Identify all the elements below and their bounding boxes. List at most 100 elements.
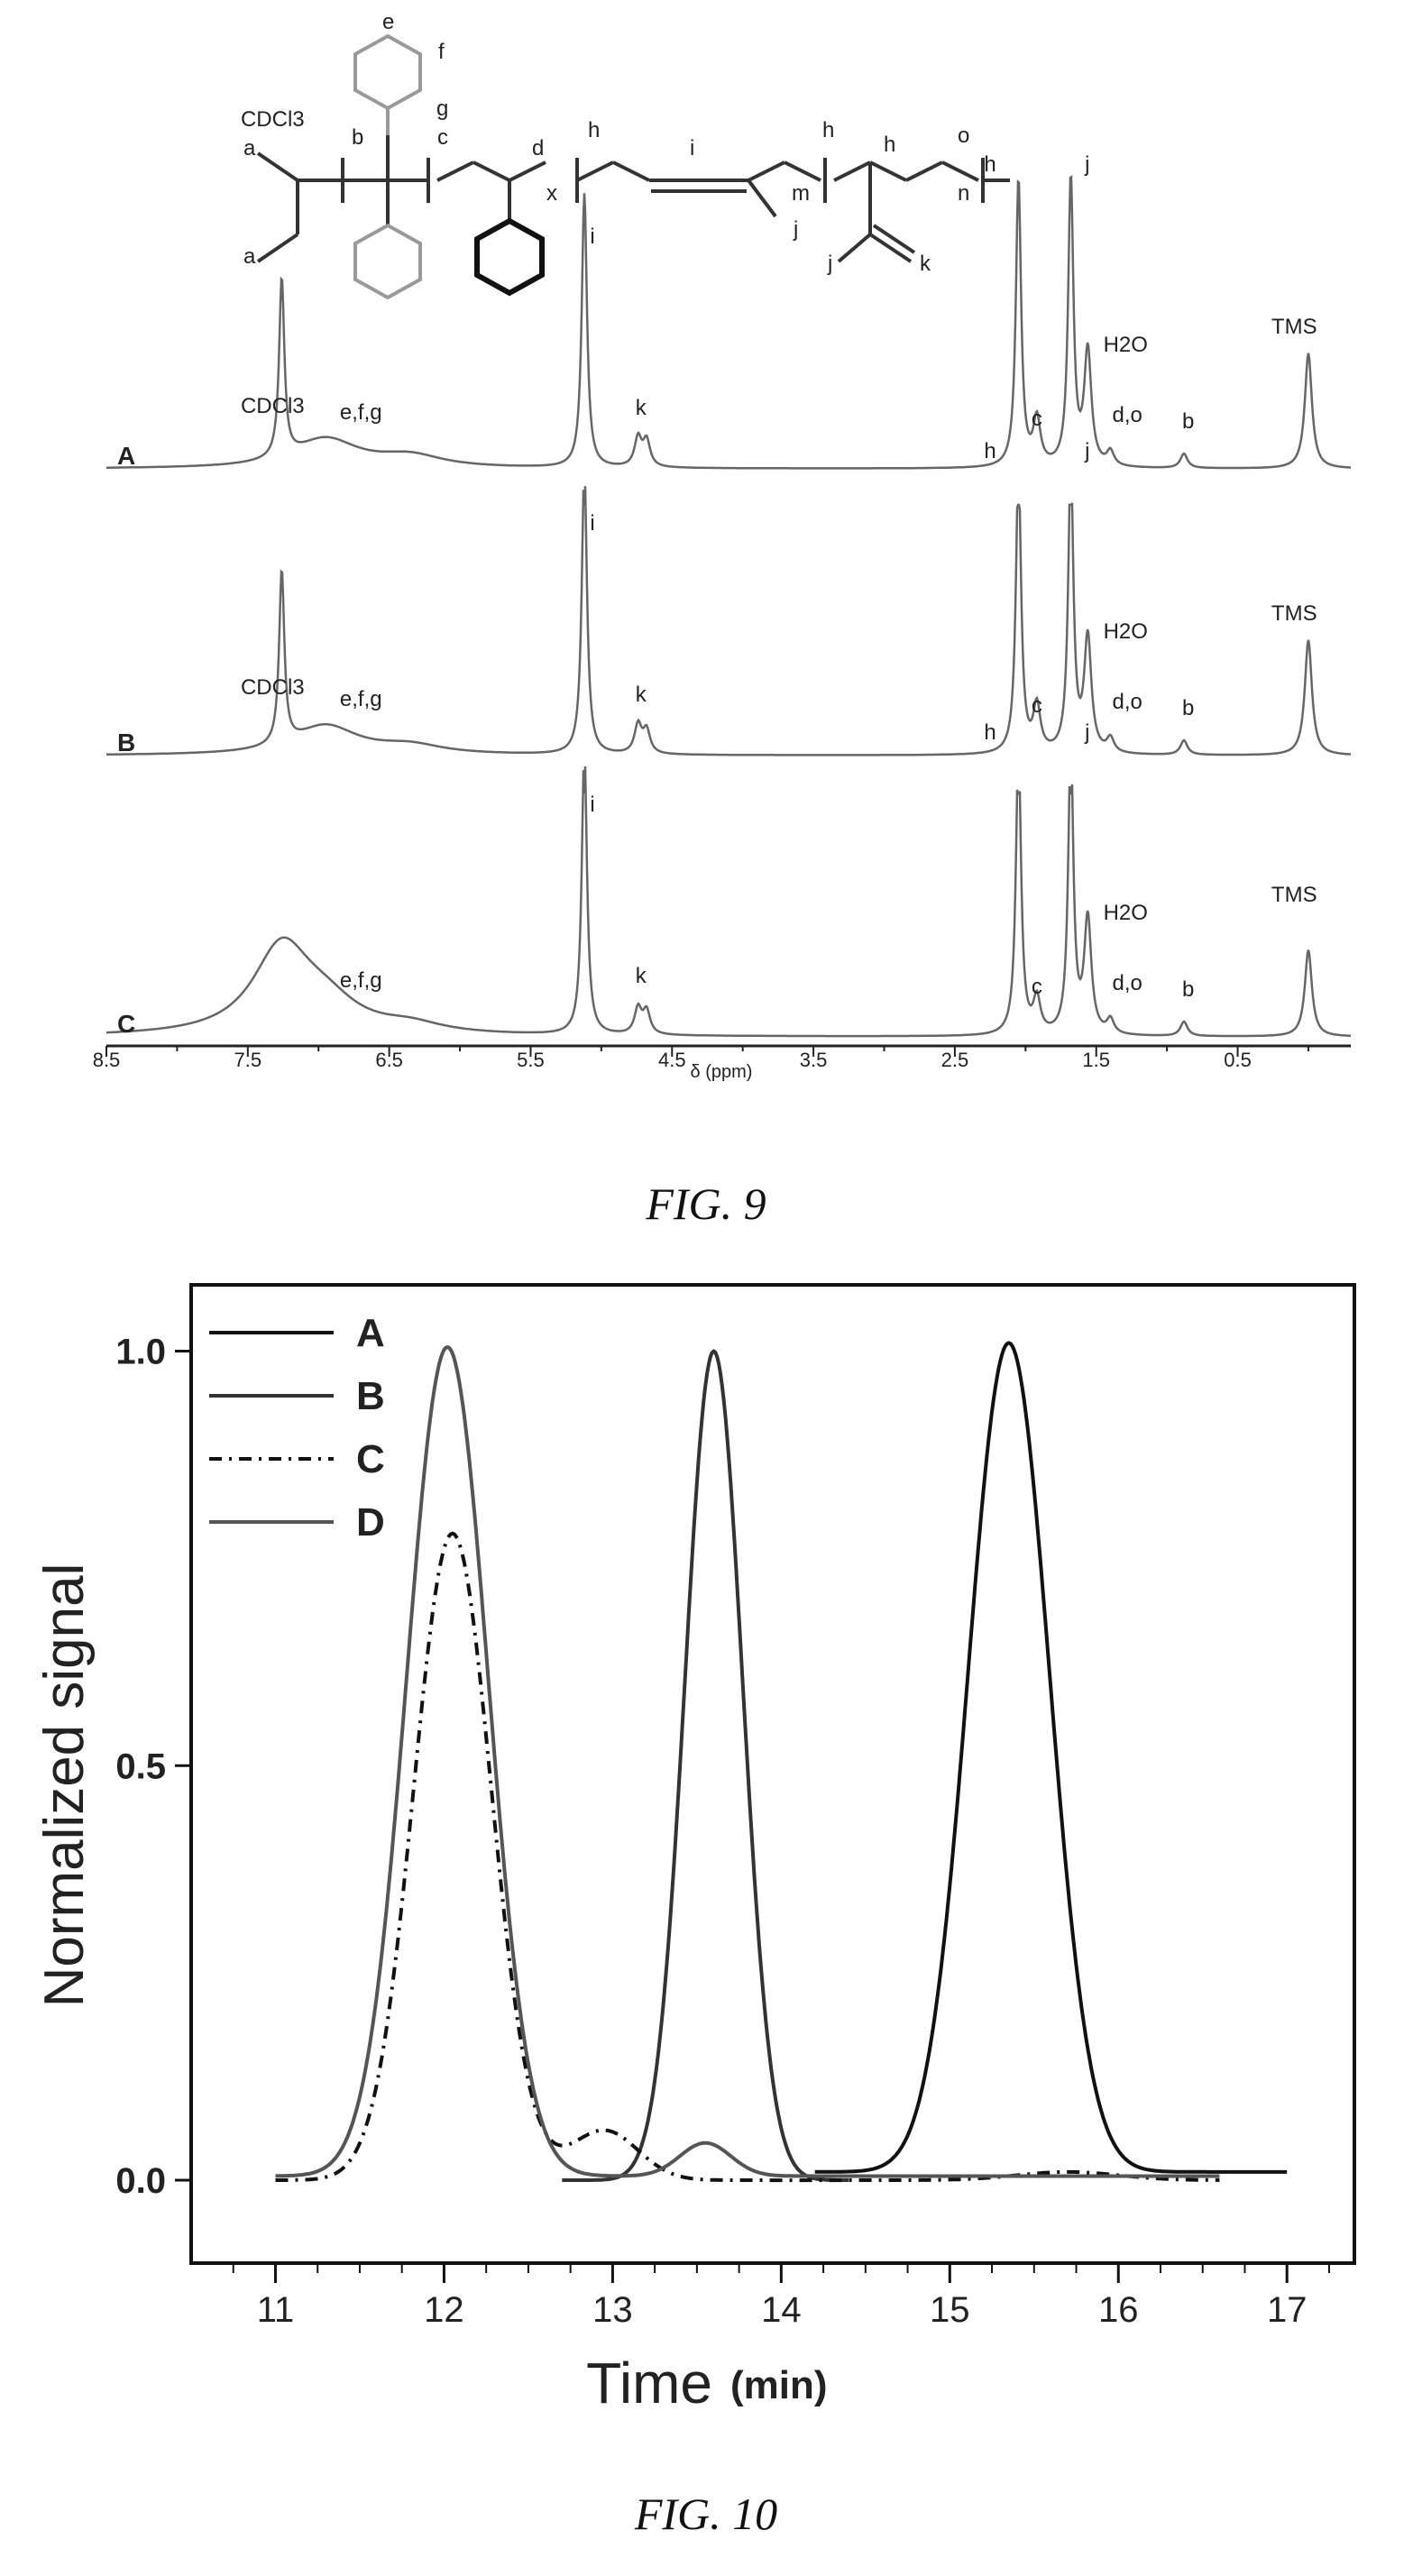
gpc-legend-label: C: [356, 1437, 385, 1481]
nmr-tick-label: 0.5: [1224, 1049, 1252, 1071]
structure-labels: a a b c d e f g h h h i j j k o x m n: [243, 10, 969, 276]
nmr-tick-label: 7.5: [234, 1049, 262, 1071]
nmr-peak-label: k: [636, 683, 647, 707]
nmr-peak-label: H2O: [1104, 901, 1148, 925]
nmr-tick-label: 1.5: [1082, 1049, 1110, 1071]
structure-label: m: [792, 181, 810, 206]
nmr-peak-label: k: [636, 964, 647, 988]
nmr-peak-label: h: [984, 439, 996, 463]
gpc-x-tick-label: 17: [1267, 2290, 1307, 2330]
gpc-y-tick-label: 0.0: [115, 2161, 166, 2201]
gpc-plot-frame: [189, 1283, 1356, 2265]
structure-label: a: [243, 244, 256, 269]
nmr-x-axis-label: δ (ppm): [691, 1062, 753, 1082]
gpc-x-tick-label: 15: [930, 2290, 970, 2330]
nmr-tick-label: 2.5: [941, 1049, 969, 1071]
nmr-series-label: C: [117, 1010, 135, 1038]
nmr-peak-label: e,f,g: [340, 400, 382, 425]
structure-label: x: [546, 181, 557, 206]
nmr-peak-label: i: [590, 511, 594, 536]
nmr-peak-label: h: [984, 152, 996, 177]
gpc-y-axis-label: Normalized signal: [33, 1563, 96, 2008]
nmr-peak-label: b: [1182, 696, 1194, 720]
nmr-spectrum-A: [106, 175, 1351, 470]
nmr-series-label: A: [117, 442, 135, 470]
nmr-spectrum-B: [106, 486, 1351, 756]
nmr-peak-label: H2O: [1104, 333, 1148, 357]
structure-label: i: [690, 136, 694, 160]
nmr-peak-label: d,o: [1113, 690, 1142, 714]
structure-label: k: [920, 252, 931, 276]
gpc-y-tick-label: 1.0: [115, 1333, 166, 1372]
gpc-x-tick-label: 16: [1098, 2290, 1139, 2330]
gpc-y-tick-label: 0.5: [115, 1746, 166, 1786]
nmr-tick-label: 8.5: [93, 1049, 121, 1071]
structure-label: h: [884, 133, 895, 157]
nmr-peak-label: TMS: [1271, 315, 1317, 339]
nmr-peak-label: i: [590, 793, 594, 817]
nmr-peak-label: c: [1032, 407, 1042, 431]
gpc-legend-label: B: [356, 1374, 385, 1418]
nmr-spectra: A CDCl3 e,f,g i k h j c H2O d,o b TMS B CDCl3 e,f,g i k h…: [106, 107, 1352, 1038]
gpc-x-axis-unit: (min): [730, 2363, 828, 2407]
fig9-nmr-chart: a a b c d e f g h h h i j j k o x m n A CDCl3 e,f,g i k h j c H2O d…: [93, 10, 1352, 1229]
fig10-caption: FIG. 10: [634, 2489, 777, 2539]
gpc-series-A: [814, 1341, 1288, 2174]
nmr-peak-label: b: [1182, 409, 1194, 434]
nmr-peak-label: CDCl3: [241, 394, 305, 418]
nmr-tick-label: 5.5: [517, 1049, 545, 1071]
structure-label: o: [958, 124, 969, 148]
gpc-legend-label: D: [356, 1500, 385, 1545]
nmr-peak-label: c: [1032, 975, 1042, 999]
gpc-series-B: [562, 1349, 849, 2183]
nmr-tick-label: 3.5: [800, 1049, 828, 1071]
nmr-peak-label: j: [1084, 439, 1089, 463]
structure-label: h: [588, 118, 600, 142]
structure-label: j: [827, 252, 832, 276]
nmr-peak-label: j: [1084, 720, 1089, 745]
structure-label: e: [382, 10, 394, 34]
chemical-structure: [256, 33, 1010, 300]
nmr-peak-label: TMS: [1271, 883, 1317, 907]
nmr-peak-label: c: [1032, 693, 1042, 718]
structure-label: j: [793, 217, 798, 242]
structure-label: c: [437, 125, 448, 150]
gpc-series: [275, 1341, 1288, 2183]
nmr-peak-label: b: [1182, 977, 1194, 1002]
gpc-x-tick-label: 12: [424, 2290, 464, 2330]
structure-label: d: [532, 136, 544, 160]
structure-label: h: [822, 118, 834, 142]
nmr-peak-label: j: [1084, 152, 1089, 177]
nmr-tick-label: 4.5: [658, 1049, 686, 1071]
structure-label: b: [352, 125, 363, 150]
structure-label: n: [958, 181, 969, 206]
gpc-x-axis-label: Time: [586, 2351, 712, 2416]
structure-label: g: [436, 96, 448, 121]
nmr-series-label: B: [117, 729, 135, 756]
gpc-legend-label: A: [356, 1311, 385, 1355]
nmr-spectrum-C: [106, 765, 1352, 1038]
nmr-peak-label: d,o: [1113, 403, 1142, 427]
gpc-x-tick-label: 13: [592, 2290, 633, 2330]
gpc-x-tick-label: 11: [257, 2290, 295, 2330]
nmr-peak-label: TMS: [1271, 601, 1317, 626]
gpc-x-tick-label: 14: [761, 2290, 802, 2330]
nmr-peak-label: H2O: [1104, 619, 1148, 644]
gpc-series-D: [275, 1344, 1220, 2178]
structure-label: a: [243, 136, 256, 160]
structure-label: f: [438, 40, 445, 64]
nmr-x-axis: 8.5 7.5 6.5 5.5 4.5 3.5 2.5 1.5 0.5: [93, 1044, 1351, 1071]
nmr-peak-label: CDCl3: [241, 675, 305, 700]
nmr-peak-label: e,f,g: [340, 687, 382, 711]
nmr-peak-label: i: [590, 225, 594, 249]
gpc-axes: 11 12 13 14 15 16 17 0.0 0.5 1.0: [115, 1333, 1330, 2330]
nmr-peak-label: d,o: [1113, 971, 1142, 995]
gpc-series-C: [275, 1531, 1220, 2183]
fig9-caption: FIG. 9: [645, 1178, 766, 1229]
nmr-peak-label: k: [636, 396, 647, 420]
nmr-peak-label: CDCl3: [241, 107, 305, 132]
nmr-peak-label: e,f,g: [340, 968, 382, 993]
